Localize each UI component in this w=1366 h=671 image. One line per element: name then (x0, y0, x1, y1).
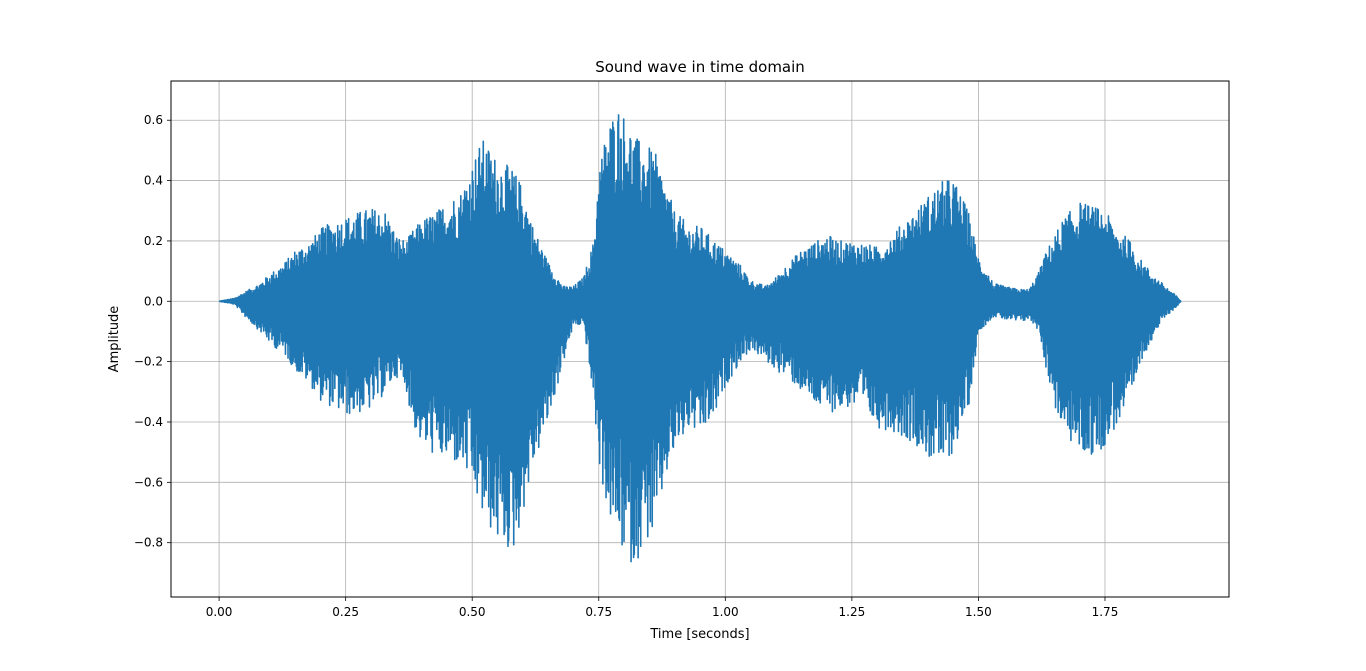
x-tick-label: 1.75 (1092, 605, 1119, 619)
x-tick-label: 1.25 (839, 605, 866, 619)
y-tick-label: −0.6 (134, 475, 163, 489)
x-tick-label: 1.00 (712, 605, 739, 619)
y-tick-label: −0.4 (134, 415, 163, 429)
x-tick-label: 0.25 (332, 605, 359, 619)
chart-title: Sound wave in time domain (595, 58, 805, 76)
x-axis-ticks: 0.00 0.25 0.50 0.75 1.00 1.25 1.50 1.75 (206, 597, 1119, 619)
y-tick-label: −0.8 (134, 536, 163, 550)
y-tick-label: 0.4 (144, 174, 163, 188)
waveform-line (218, 114, 1182, 563)
y-tick-label: −0.2 (134, 355, 163, 369)
x-tick-label: 0.50 (459, 605, 486, 619)
y-tick-label: 0.2 (144, 234, 163, 248)
y-axis-ticks: −0.8 −0.6 −0.4 −0.2 0.0 0.2 0.4 0.6 (134, 113, 171, 550)
y-tick-label: 0.0 (144, 294, 163, 308)
x-tick-label: 0.75 (585, 605, 612, 619)
y-axis-label: Amplitude (107, 306, 122, 373)
x-axis-label: Time [seconds] (649, 627, 749, 642)
y-tick-label: 0.6 (144, 113, 163, 127)
plot-area (218, 114, 1182, 563)
x-tick-label: 0.00 (206, 605, 233, 619)
axes-frame (170, 80, 1230, 598)
x-tick-label: 1.50 (965, 605, 992, 619)
